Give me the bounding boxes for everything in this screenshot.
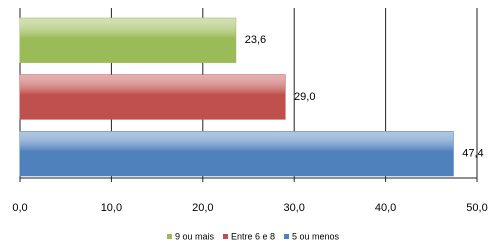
legend-label: Entre 6 e 8 <box>231 231 275 241</box>
value-label: 23,6 <box>245 34 266 46</box>
x-tick-label: 20,0 <box>192 202 213 214</box>
x-tick-label: 50,0 <box>466 202 487 214</box>
bar-shade <box>20 131 454 176</box>
legend-label: 5 ou menos <box>292 231 340 241</box>
x-tick-label: 40,0 <box>375 202 396 214</box>
x-tick-label: 30,0 <box>283 202 304 214</box>
bar-shade <box>20 74 286 120</box>
legend-label: 9 ou mais <box>175 231 215 241</box>
legend-swatch <box>284 234 290 239</box>
value-label: 29,0 <box>294 91 315 103</box>
legend-swatch <box>222 234 228 239</box>
bar-shade <box>20 18 236 63</box>
legend-swatch <box>166 234 172 239</box>
value-label: 47,4 <box>462 148 483 160</box>
x-tick-label: 10,0 <box>101 202 122 214</box>
x-tick-label: 0,0 <box>12 202 27 214</box>
